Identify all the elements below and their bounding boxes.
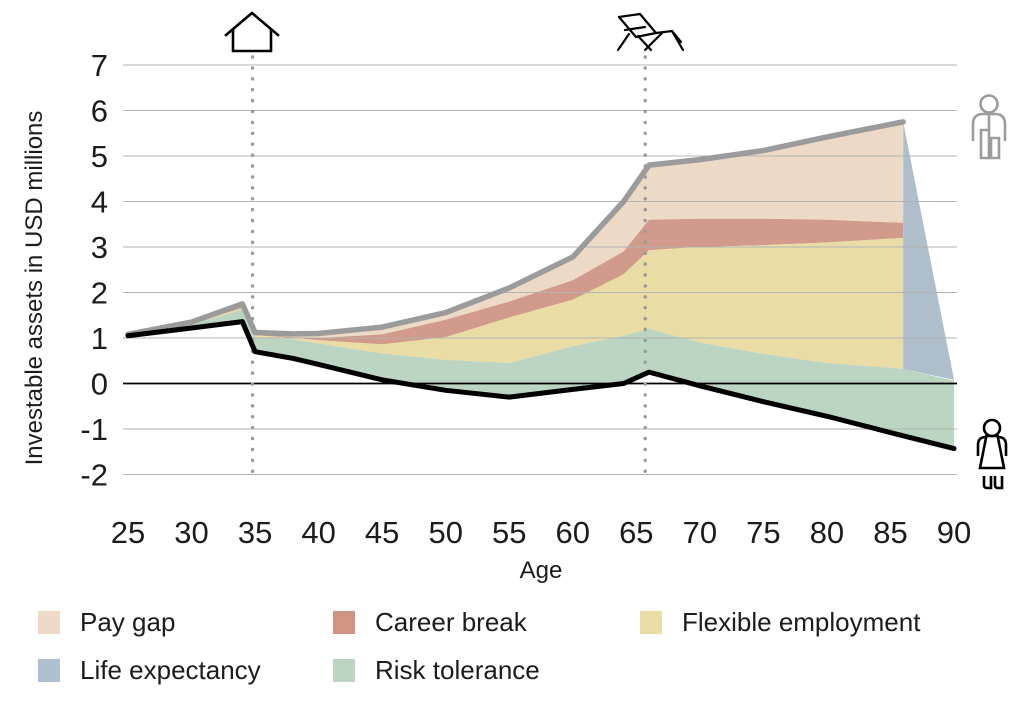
x-axis-title: Age [520, 557, 563, 584]
stacked-areas [128, 121, 955, 449]
x-tick-label: 55 [492, 515, 526, 550]
x-tick-label: 50 [428, 515, 462, 550]
deck-chair-icon [616, 12, 685, 52]
woman-icon [976, 418, 1008, 490]
x-tick-label: 25 [111, 515, 145, 550]
x-tick-label: 70 [683, 515, 717, 550]
y-tick-label: 4 [91, 185, 108, 220]
x-tick-label: 80 [810, 515, 844, 550]
life-expectancy-area [903, 121, 955, 380]
x-tick-label: 60 [556, 515, 590, 550]
house-icon [224, 11, 280, 53]
y-tick-label: 5 [91, 139, 108, 174]
y-axis-title: Investable assets in USD millions [21, 111, 48, 466]
x-tick-label: 65 [619, 515, 653, 550]
x-tick-label: 90 [937, 515, 971, 550]
y-tick-label: 7 [91, 48, 108, 83]
y-tick-label: 3 [91, 230, 108, 265]
wealth-without-gaps-line [125, 119, 906, 338]
y-tick-label: 6 [91, 94, 108, 129]
risk-tolerance-area [128, 309, 955, 449]
man-icon [971, 94, 1007, 160]
actual-wealth-line [125, 319, 957, 452]
x-tick-label: 45 [365, 515, 399, 550]
x-tick-label: 85 [873, 515, 907, 550]
gridlines [123, 64, 957, 476]
y-tick-label: 2 [91, 276, 108, 311]
x-tick-label: 30 [174, 515, 208, 550]
x-tick-label: 40 [301, 515, 335, 550]
y-tick-label: 1 [91, 321, 108, 356]
y-tick-label: -2 [80, 458, 108, 493]
y-tick-label: 0 [91, 367, 108, 402]
y-tick-label: -1 [80, 412, 108, 447]
wealth-lines [125, 119, 957, 452]
x-tick-label: 35 [238, 515, 272, 550]
career-break-area [128, 218, 904, 345]
pay-gap-area [128, 121, 904, 338]
flexible-employment-area [128, 237, 904, 369]
x-tick-label: 75 [746, 515, 780, 550]
